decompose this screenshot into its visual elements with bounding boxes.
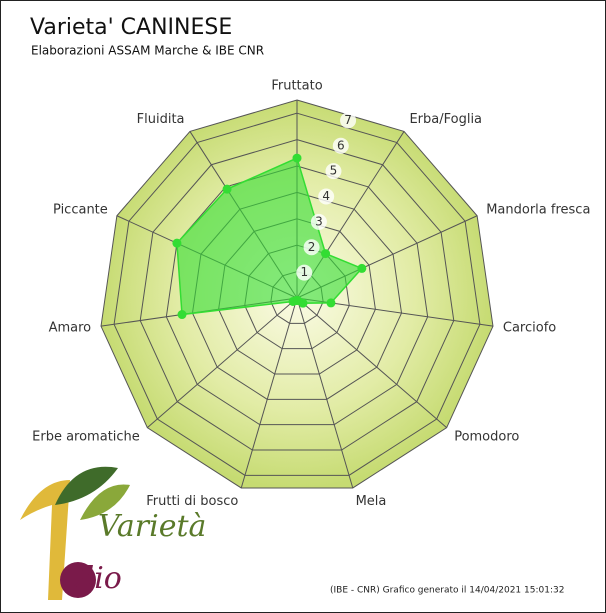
category-label: Fruttato: [271, 79, 322, 94]
category-label: Mandorla fresca: [486, 202, 590, 217]
data-point: [223, 185, 232, 194]
logo-text: Varietà: [98, 509, 206, 544]
chart-subtitle: Elaborazioni ASSAM Marche & IBE CNR: [31, 44, 264, 58]
footnote: (IBE - CNR) Grafico generato il 14/04/20…: [330, 586, 564, 596]
category-label: Fluidita: [137, 112, 185, 127]
data-point: [321, 249, 330, 258]
r-tick-label: 2: [308, 240, 316, 254]
data-point: [172, 239, 181, 248]
data-point: [289, 297, 298, 306]
chart-title: Varieta' CANINESE: [30, 15, 232, 40]
data-point: [178, 310, 187, 319]
data-point: [357, 264, 366, 273]
category-label: Erba/Foglia: [409, 112, 482, 127]
logo-text: Olio: [60, 561, 122, 596]
category-label: Frutti di bosco: [146, 494, 238, 509]
chart: Varieta' CANINESE Elaborazioni ASSAM Mar…: [0, 0, 606, 613]
category-label: Pomodoro: [454, 429, 519, 444]
r-tick-label: 6: [337, 138, 345, 152]
r-tick-label: 3: [315, 214, 323, 228]
r-tick-label: 4: [322, 189, 330, 203]
r-tick-label: 5: [330, 164, 338, 178]
category-label: Mela: [356, 494, 387, 509]
category-label: Erbe aromatiche: [32, 429, 140, 444]
data-point: [326, 298, 335, 307]
data-point: [293, 154, 302, 163]
category-label: Piccante: [53, 202, 108, 217]
r-tick-label: 1: [300, 265, 308, 279]
r-tick-label: 7: [344, 113, 352, 127]
category-label: Amaro: [49, 321, 92, 336]
category-label: Carciofo: [503, 321, 556, 336]
